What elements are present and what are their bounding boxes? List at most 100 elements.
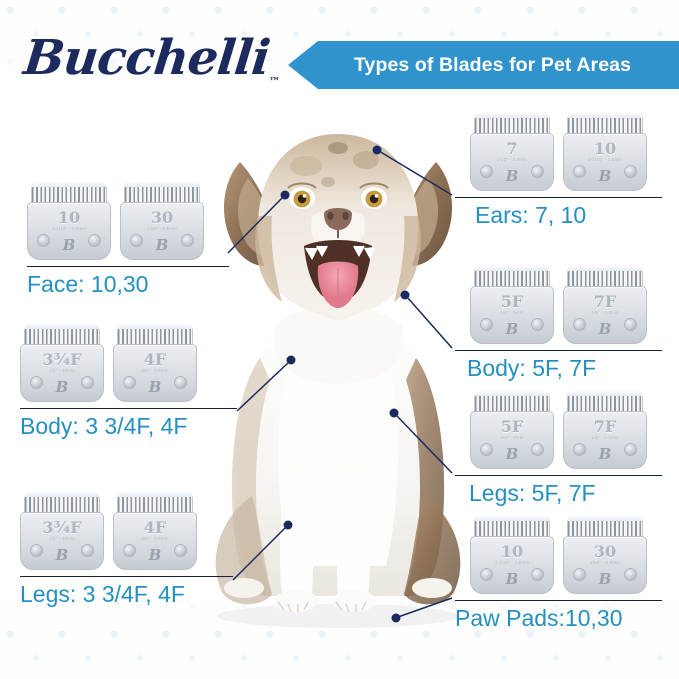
- blade-brand-mark: B: [148, 378, 162, 396]
- blade-size: 1/13" - 3.2mm: [496, 157, 528, 162]
- blade-item: 4F 3/8" - 9.5mm B: [113, 492, 197, 570]
- blade-group-legs-right: 5F 1/4" - 6mm B 7F 1/8" - 3.2mm B: [455, 391, 662, 469]
- blade-size: 1/50" - 0.5mm: [146, 226, 178, 231]
- blade-body: [563, 536, 647, 594]
- callout-caption-legs-right: Legs: 5F, 7F: [469, 480, 596, 506]
- blade-brand-mark: B: [505, 167, 519, 185]
- blade-teeth-cap: [474, 113, 550, 118]
- blade-screw-left-icon: [30, 544, 43, 557]
- callout-face[interactable]: 10 1-1/16" - 1.5mm B 30 1/50" - 0.5mm B …: [27, 182, 229, 298]
- callout-caption-ears: Ears: 7, 10: [475, 202, 587, 228]
- callout-rule: [20, 576, 233, 577]
- callout-caption-paw-pads: Paw Pads:10,30: [455, 605, 623, 631]
- blade-screw-left-icon: [30, 376, 43, 389]
- blade-size: 1/2" - 13mm: [49, 536, 75, 541]
- blade-size: 1/8" - 3.2mm: [591, 310, 619, 315]
- blade-item: 5F 1/4" - 6mm B: [470, 266, 554, 344]
- blade-body: [20, 512, 104, 570]
- blade-number: 7F: [593, 292, 617, 311]
- blade-item: 10 1-1/16" - 1.5mm B: [470, 516, 554, 594]
- blade-item: 30 1/50" - 0.5mm B: [563, 516, 647, 594]
- blade-teeth-cap: [31, 182, 107, 187]
- blade-group-paw-pads: 10 1-1/16" - 1.5mm B 30 1/50" - 0.5mm B: [455, 516, 662, 594]
- blade-number: 4F: [143, 350, 167, 369]
- callout-body-right[interactable]: 5F 1/4" - 6mm B 7F 1/8" - 3.2mm B Body: …: [455, 266, 662, 382]
- blade-screw-right-icon: [174, 544, 187, 557]
- blade-number: 10: [500, 542, 524, 561]
- blade-teeth-cap: [117, 492, 193, 497]
- blade-screw-right-icon: [624, 165, 637, 178]
- blade-screw-right-icon: [81, 376, 94, 389]
- blade-body: [563, 133, 647, 191]
- blade-group-body-right: 5F 1/4" - 6mm B 7F 1/8" - 3.2mm B: [455, 266, 662, 344]
- blade-body: [563, 286, 647, 344]
- blade-number: 10: [593, 139, 617, 158]
- callout-legs-right[interactable]: 5F 1/4" - 6mm B 7F 1/8" - 3.2mm B Legs: …: [455, 391, 662, 507]
- blade-teeth-cap: [124, 182, 200, 187]
- blade-item: 10 1-1/16" - 1.5mm B: [27, 182, 111, 260]
- blade-item: 3¾F 1/2" - 13mm B: [20, 324, 104, 402]
- blade-brand-mark: B: [55, 378, 69, 396]
- blade-screw-right-icon: [624, 318, 637, 331]
- callout-rule: [455, 600, 662, 601]
- title-banner: Types of Blades for Pet Areas: [288, 41, 679, 89]
- blade-brand-mark: B: [155, 236, 169, 254]
- blade-body: [20, 344, 104, 402]
- blade-brand-mark: B: [505, 445, 519, 463]
- blade-size: 1/2" - 13mm: [49, 368, 75, 373]
- brand-logo: Bucchelli™: [21, 30, 285, 88]
- brand-logo-text: Bucchelli: [21, 30, 273, 86]
- blade-body: [563, 411, 647, 469]
- blade-number: 10: [57, 208, 81, 227]
- blade-screw-left-icon: [480, 165, 493, 178]
- blade-item: 5F 1/4" - 6mm B: [470, 391, 554, 469]
- blade-number: 5F: [500, 417, 524, 436]
- blade-body: [470, 133, 554, 191]
- blade-item: 10 1-1/16" - 1.5mm B: [563, 113, 647, 191]
- blade-teeth-cap: [567, 113, 643, 118]
- blade-size: 3/8" - 9.5mm: [141, 368, 169, 373]
- callout-paw-pads[interactable]: 10 1-1/16" - 1.5mm B 30 1/50" - 0.5mm B …: [455, 516, 662, 632]
- blade-screw-right-icon: [531, 443, 544, 456]
- blade-screw-right-icon: [531, 165, 544, 178]
- blade-screw-right-icon: [174, 376, 187, 389]
- blade-body: [470, 411, 554, 469]
- blade-screw-right-icon: [624, 568, 637, 581]
- callout-caption-legs-left: Legs: 3 3/4F, 4F: [20, 581, 185, 607]
- blade-brand-mark: B: [598, 167, 612, 185]
- callout-legs-left[interactable]: 3¾F 1/2" - 13mm B 4F 3/8" - 9.5mm B Legs…: [20, 492, 233, 608]
- blade-size: 1-1/16" - 1.5mm: [51, 226, 87, 231]
- blade-number: 5F: [500, 292, 524, 311]
- callout-rule: [27, 266, 229, 267]
- blade-body: [470, 536, 554, 594]
- callout-caption-face: Face: 10,30: [27, 271, 149, 297]
- callout-caption-body-right: Body: 5F, 7F: [467, 355, 597, 381]
- blade-screw-left-icon: [480, 568, 493, 581]
- blade-group-face: 10 1-1/16" - 1.5mm B 30 1/50" - 0.5mm B: [27, 182, 229, 260]
- callout-ears[interactable]: 7 1/13" - 3.2mm B 10 1-1/16" - 1.5mm B E…: [455, 113, 662, 229]
- blade-teeth-cap: [474, 516, 550, 521]
- blade-item: 3¾F 1/2" - 13mm B: [20, 492, 104, 570]
- blade-screw-left-icon: [573, 165, 586, 178]
- callout-caption-body-left: Body: 3 3/4F, 4F: [20, 413, 188, 439]
- blade-brand-mark: B: [505, 320, 519, 338]
- blade-screw-left-icon: [573, 443, 586, 456]
- blade-number: 7: [506, 139, 518, 158]
- blade-screw-right-icon: [624, 443, 637, 456]
- blade-screw-left-icon: [37, 234, 50, 247]
- blade-brand-mark: B: [598, 320, 612, 338]
- blade-brand-mark: B: [55, 546, 69, 564]
- blade-size: 1-1/16" - 1.5mm: [587, 157, 623, 162]
- blade-number: 30: [150, 208, 174, 227]
- blade-number: 3¾F: [42, 350, 82, 369]
- blade-screw-right-icon: [88, 234, 101, 247]
- callout-rule: [455, 475, 662, 476]
- callout-body-left[interactable]: 3¾F 1/2" - 13mm B 4F 3/8" - 9.5mm B Body…: [20, 324, 237, 440]
- blade-size: 1/4" - 6mm: [500, 435, 524, 440]
- blade-item: 7F 1/8" - 3.2mm B: [563, 391, 647, 469]
- banner-title: Types of Blades for Pet Areas: [353, 53, 632, 76]
- blade-screw-right-icon: [81, 544, 94, 557]
- blade-teeth-cap: [567, 266, 643, 271]
- blade-brand-mark: B: [598, 570, 612, 588]
- blade-screw-right-icon: [181, 234, 194, 247]
